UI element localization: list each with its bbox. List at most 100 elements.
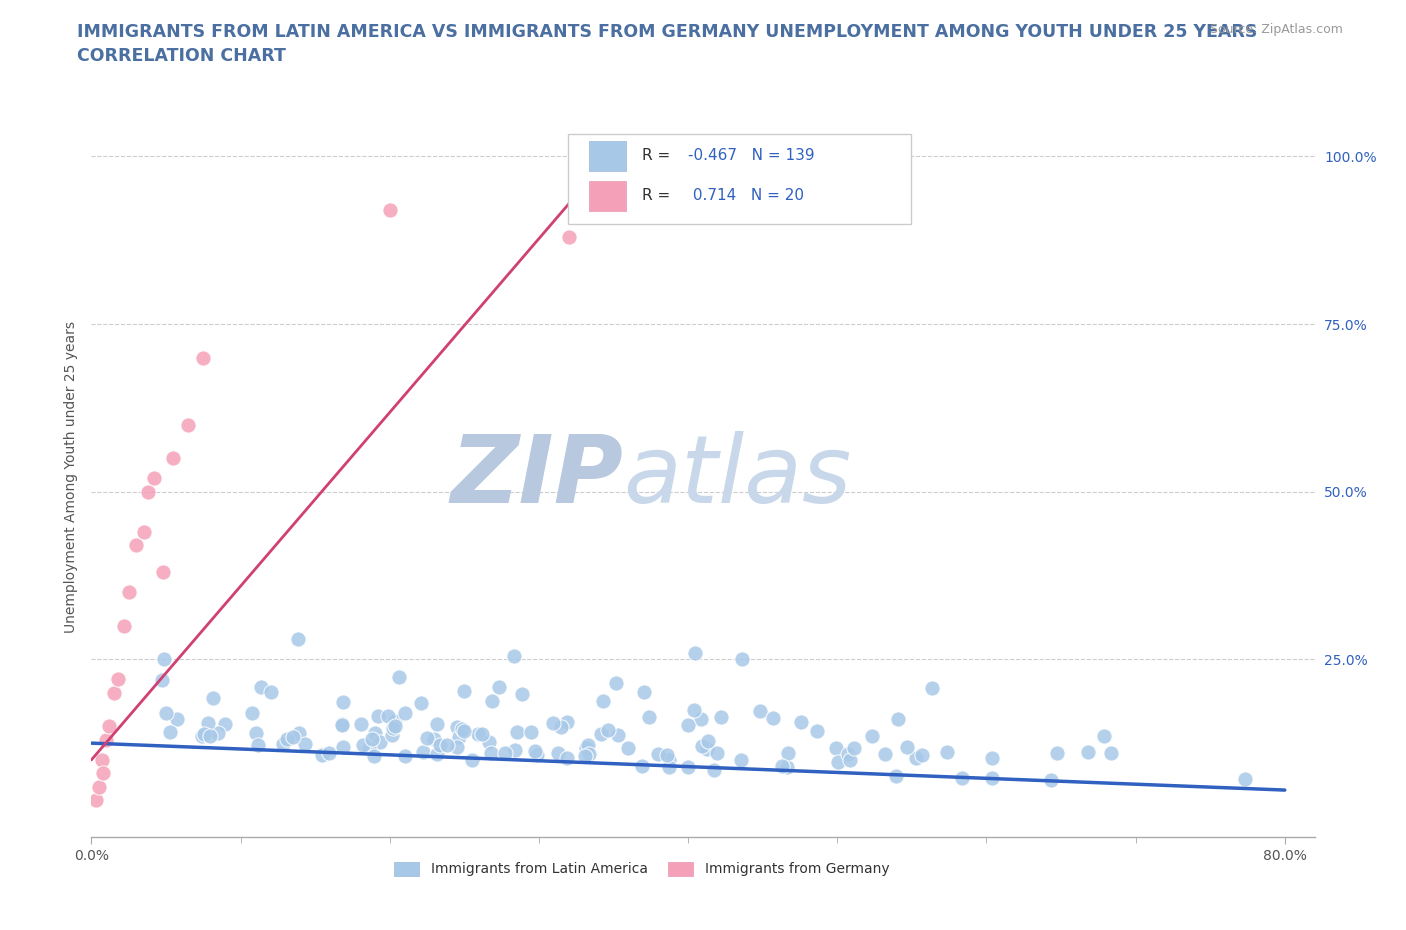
- Point: [731, 651, 754, 666]
- Point: [935, 744, 957, 759]
- Point: [453, 684, 475, 698]
- Point: [886, 711, 908, 726]
- Point: [710, 710, 733, 724]
- Point: [125, 538, 148, 552]
- Point: [191, 728, 214, 743]
- Point: [260, 684, 283, 699]
- Point: [494, 745, 516, 760]
- Point: [461, 752, 484, 767]
- Text: ZIP: ZIP: [450, 431, 623, 523]
- Point: [775, 760, 797, 775]
- Point: [1233, 772, 1256, 787]
- Point: [453, 724, 475, 738]
- Point: [574, 748, 596, 763]
- Point: [198, 728, 221, 743]
- Point: [676, 759, 699, 774]
- Point: [689, 711, 711, 726]
- Point: [202, 691, 225, 706]
- Point: [250, 679, 273, 694]
- Text: R =: R =: [643, 149, 675, 164]
- Point: [294, 737, 316, 751]
- Point: [394, 749, 416, 764]
- Point: [143, 471, 166, 485]
- Point: [884, 769, 907, 784]
- Point: [240, 706, 263, 721]
- Point: [447, 729, 470, 744]
- FancyBboxPatch shape: [568, 134, 911, 224]
- Point: [352, 737, 374, 752]
- Point: [436, 737, 458, 752]
- Point: [658, 760, 681, 775]
- Point: [446, 739, 468, 754]
- Point: [471, 726, 494, 741]
- Point: [153, 652, 176, 667]
- Point: [555, 751, 578, 766]
- Point: [363, 748, 385, 763]
- Point: [1077, 745, 1099, 760]
- Point: [911, 748, 934, 763]
- Point: [360, 731, 382, 746]
- Point: [382, 721, 405, 736]
- Point: [271, 737, 294, 751]
- Point: [873, 747, 896, 762]
- Point: [683, 703, 706, 718]
- Point: [690, 739, 713, 754]
- Point: [318, 746, 340, 761]
- Point: [950, 771, 973, 786]
- Text: R =: R =: [643, 188, 675, 203]
- Bar: [589, 140, 626, 171]
- Point: [1099, 745, 1122, 760]
- Point: [790, 714, 813, 729]
- Point: [159, 724, 181, 739]
- Point: [598, 723, 620, 737]
- Point: [136, 485, 159, 499]
- Point: [150, 672, 173, 687]
- Point: [1092, 729, 1115, 744]
- Point: [592, 694, 614, 709]
- Point: [451, 722, 474, 737]
- Point: [388, 670, 411, 684]
- Text: -0.467   N = 139: -0.467 N = 139: [689, 149, 815, 164]
- Point: [703, 763, 725, 777]
- Point: [806, 724, 828, 738]
- Point: [655, 748, 678, 763]
- Point: [422, 732, 444, 747]
- Point: [543, 716, 565, 731]
- Point: [87, 779, 110, 794]
- Point: [350, 716, 373, 731]
- Point: [904, 751, 927, 765]
- Point: [616, 740, 638, 755]
- Point: [488, 680, 510, 695]
- Point: [630, 759, 652, 774]
- Point: [378, 203, 401, 218]
- Point: [207, 725, 229, 740]
- Point: [132, 525, 155, 539]
- Point: [166, 711, 188, 726]
- Point: [377, 709, 399, 724]
- Point: [91, 766, 114, 781]
- Point: [770, 759, 793, 774]
- Point: [696, 742, 718, 757]
- Point: [384, 714, 406, 729]
- Point: [368, 735, 391, 750]
- Point: [155, 706, 177, 721]
- Point: [481, 693, 503, 708]
- Point: [633, 684, 655, 699]
- Point: [658, 753, 681, 768]
- Point: [426, 747, 449, 762]
- Point: [844, 740, 866, 755]
- Point: [96, 732, 118, 747]
- Point: [288, 725, 311, 740]
- Point: [825, 740, 848, 755]
- Point: [162, 451, 184, 466]
- Point: [332, 695, 354, 710]
- Text: IMMIGRANTS FROM LATIN AMERICA VS IMMIGRANTS FROM GERMANY UNEMPLOYMENT AMONG YOUT: IMMIGRANTS FROM LATIN AMERICA VS IMMIGRA…: [77, 23, 1258, 65]
- Point: [706, 746, 728, 761]
- Point: [503, 743, 526, 758]
- Point: [605, 676, 627, 691]
- Point: [197, 716, 219, 731]
- Point: [607, 728, 630, 743]
- Point: [367, 709, 389, 724]
- Point: [412, 745, 434, 760]
- Point: [193, 351, 215, 365]
